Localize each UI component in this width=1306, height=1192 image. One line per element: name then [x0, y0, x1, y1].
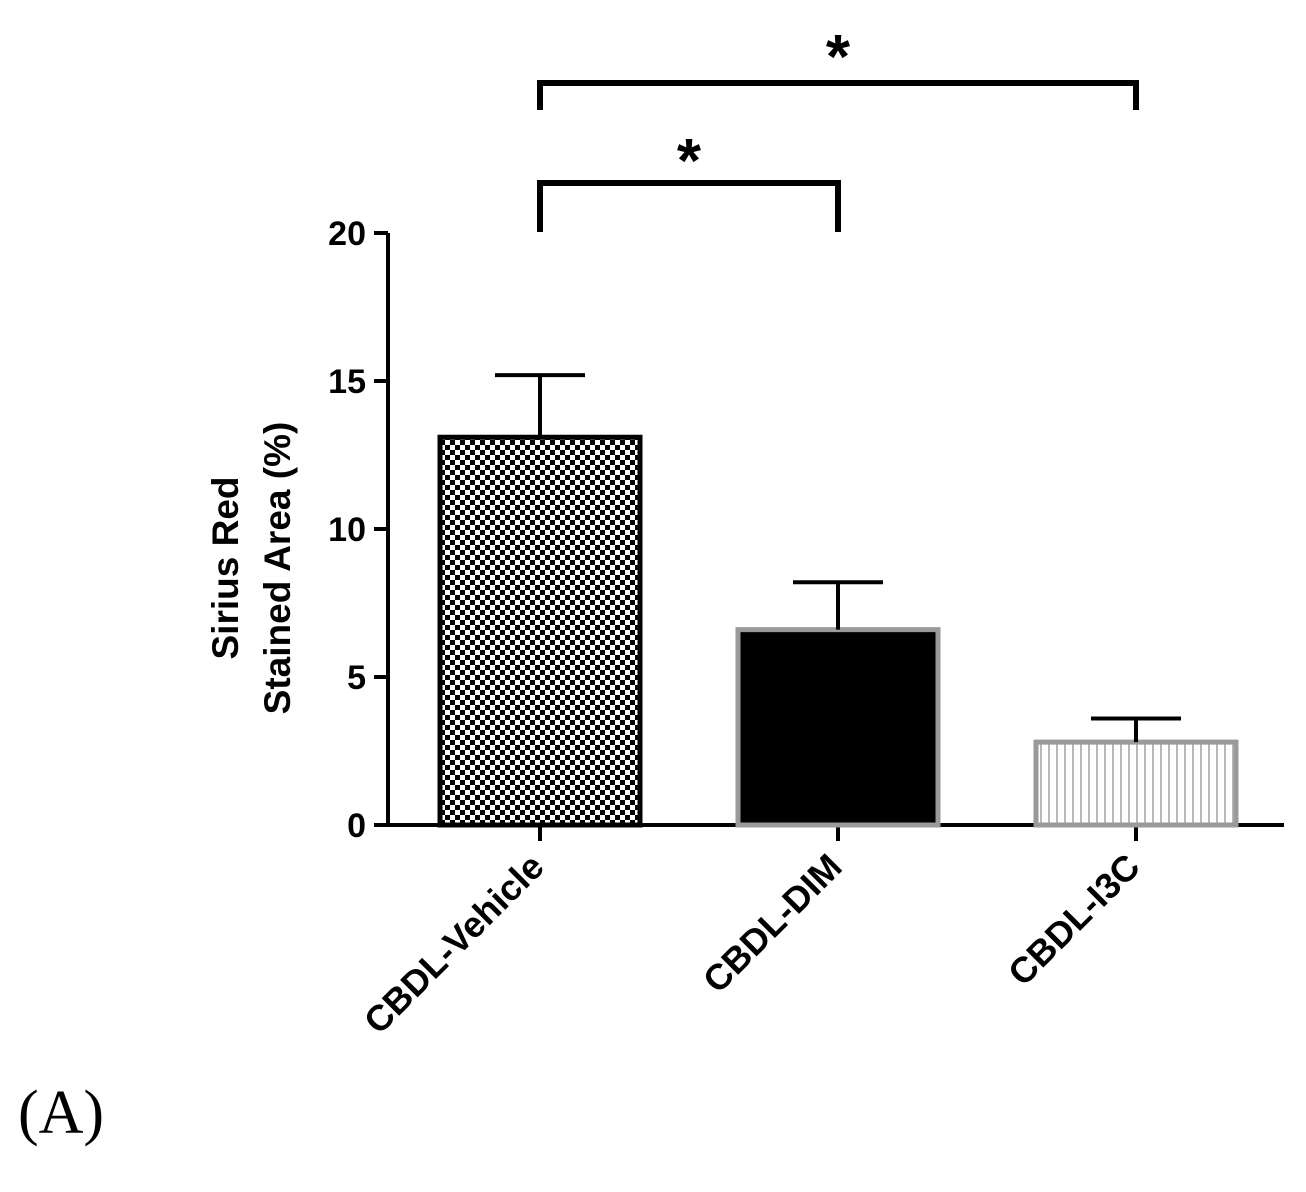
- bars: [437, 434, 1239, 828]
- significance-bracket: [537, 180, 841, 232]
- significance-bracket: [537, 80, 1139, 110]
- y-axis: 0 5 10 15 20: [328, 215, 390, 845]
- y-tick-label: 15: [328, 363, 366, 401]
- x-tick-label: CBDL-I3C: [1000, 846, 1148, 994]
- significance-brackets: **: [537, 23, 1139, 232]
- panel-label: (A): [18, 1079, 105, 1147]
- x-tick-label: CBDL-DIM: [695, 846, 850, 1001]
- x-tick-label: CBDL-Vehicle: [356, 846, 552, 1042]
- bar-cbdl-vehicle: [437, 434, 643, 828]
- bar-cbdl-i3c: [1033, 739, 1239, 828]
- significance-star: *: [677, 127, 702, 196]
- significance-star: *: [826, 23, 851, 92]
- y-axis-title-line: Stained Area (%): [257, 422, 298, 715]
- error-bars: [495, 373, 1181, 743]
- y-tick-label: 20: [328, 215, 366, 253]
- y-axis-title-line: Sirius Red: [205, 477, 246, 660]
- y-tick-label: 5: [347, 659, 366, 697]
- y-tick-label: 0: [347, 807, 366, 845]
- bar-cbdl-dim: [735, 627, 941, 828]
- y-tick-label: 10: [328, 511, 366, 549]
